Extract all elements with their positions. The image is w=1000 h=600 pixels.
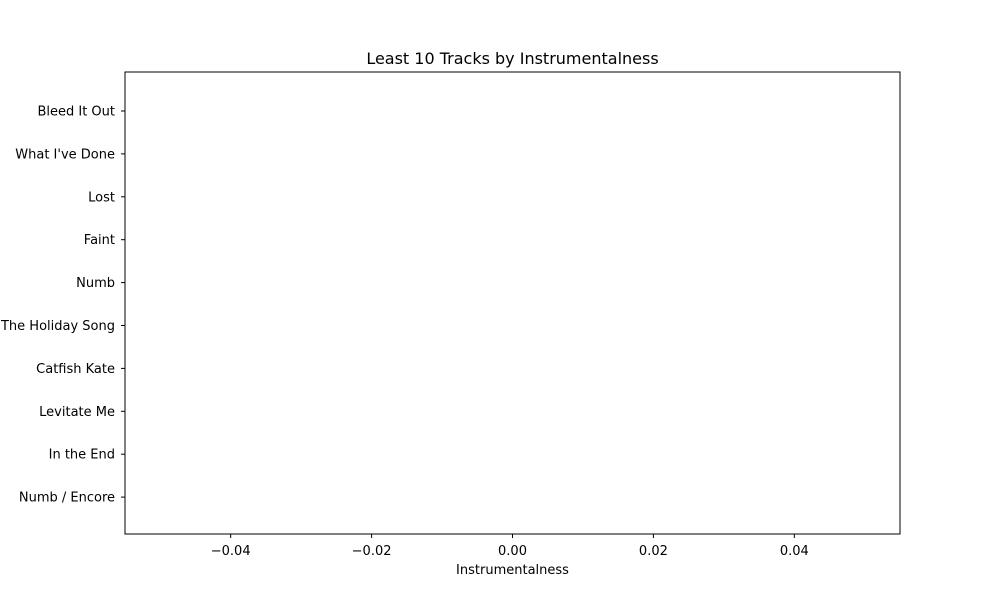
x-tick-label: −0.04 [211,544,251,559]
plot-frame [124,71,901,535]
y-tick-label: Faint [84,233,115,248]
y-tick-label: Numb / Encore [19,491,115,506]
y-axis: Bleed It Out What I've Done Lost Faint Numb T… [0,105,125,506]
y-tick-label: In the End [49,448,115,463]
x-tick-label: 0.02 [639,544,668,559]
x-tick-label: 0.04 [780,544,809,559]
x-tick-label: 0.00 [498,544,527,559]
y-tick-label: What I've Done [15,147,115,162]
y-tick-label: Numb [76,276,115,291]
y-tick-label: Bleed It Out [37,105,115,120]
chart-title: Least 10 Tracks by Instrumentalness [366,49,658,68]
y-tick-label: Lost [88,190,115,205]
y-tick-label: Levitate Me [39,405,115,420]
y-tick-label: Catfish Kate [36,362,115,377]
x-axis: −0.04 −0.02 0.00 0.02 0.04 [211,534,809,559]
x-tick-label: −0.02 [352,544,392,559]
y-tick-label: The Holiday Song [0,319,115,334]
x-axis-label: Instrumentalness [456,563,569,578]
